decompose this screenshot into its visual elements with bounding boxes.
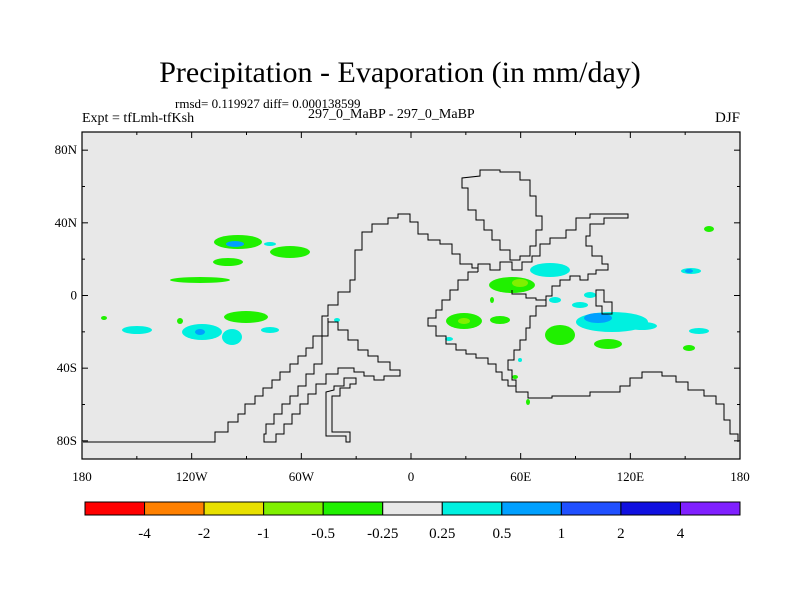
lon-tick-label: 180 [72, 469, 92, 484]
colorbar-swatch [382, 501, 443, 516]
anomaly-blob [270, 246, 310, 258]
anomaly-blob [261, 327, 279, 333]
coastlines [83, 169, 739, 443]
anomaly-blob [170, 277, 230, 283]
anomaly-blob [490, 297, 494, 303]
colorbar-label: 1 [558, 526, 566, 542]
colorbar-swatch [620, 501, 681, 516]
colorbar-label: -2 [198, 526, 211, 542]
anomaly-blob [122, 326, 152, 334]
stats-line: rmsd= 0.119927 diff= 0.000138599 [175, 96, 361, 111]
anomaly-blob [518, 358, 522, 362]
anomaly-blob [685, 269, 693, 273]
coastline-eurasia [477, 213, 629, 301]
anomaly-blob [195, 329, 205, 335]
lon-tick-label: 180 [730, 469, 750, 484]
colorbar-label: 2 [617, 526, 625, 542]
colorbar-label: -0.5 [311, 526, 335, 542]
lat-tick-label: 80N [55, 142, 78, 157]
anomaly-blob [584, 313, 612, 323]
longitude-axis: 180 120W 60W 0 60E 120E 180 [72, 132, 750, 484]
colorbar-swatch [322, 501, 384, 516]
coastline-antarctica [515, 371, 739, 442]
anomaly-blob [213, 258, 243, 266]
lat-tick-label: 0 [71, 288, 78, 303]
anomaly-blob [264, 242, 276, 246]
colorbar-swatch [501, 501, 562, 516]
colorbar-swatch [679, 501, 741, 516]
anomaly-blob [704, 226, 714, 232]
anomaly-blob [572, 302, 588, 308]
field-blobs [101, 226, 714, 405]
colorbar-swatch [84, 501, 146, 516]
lat-tick-label: 40S [57, 360, 77, 375]
lon-tick-label: 120W [176, 469, 209, 484]
colorbar: -4 -2 -1 -0.5 -0.25 0.25 0.5 1 2 4 [84, 501, 741, 542]
anomaly-blob [512, 279, 528, 287]
colorbar-label: 4 [677, 526, 685, 542]
anomaly-blob [458, 318, 470, 324]
anomaly-blob [226, 241, 244, 247]
anomaly-blob [222, 329, 242, 345]
colorbar-label: -4 [138, 526, 151, 542]
run-ids: 297_0_MaBP - 297_0_MaBP [308, 107, 475, 122]
anomaly-blob [177, 318, 183, 324]
anomaly-blob [549, 297, 561, 303]
coastline-southeast-asia [595, 289, 613, 315]
lon-tick-label: 60W [289, 469, 315, 484]
coastline-africa [427, 271, 547, 387]
lon-tick-label: 60E [510, 469, 531, 484]
anomaly-blob [584, 292, 596, 298]
colorbar-swatch [441, 501, 503, 516]
anomaly-blob [101, 316, 107, 320]
colorbar-swatch [203, 501, 265, 516]
anomaly-blob [683, 345, 695, 351]
coastline-americas [83, 213, 479, 443]
anomaly-blob [530, 263, 570, 277]
lon-tick-label: 0 [408, 469, 415, 484]
colorbar-label: -1 [257, 526, 270, 542]
anomaly-blob [627, 322, 657, 330]
anomaly-blob [689, 328, 709, 334]
anomaly-blob [512, 375, 518, 379]
colorbar-label: -0.25 [367, 526, 398, 542]
lat-tick-label: 80S [57, 433, 77, 448]
colorbar-label: 0.25 [429, 526, 455, 542]
main-title: Precipitation - Evaporation (in mm/day) [159, 56, 641, 89]
colorbar-swatch [263, 501, 324, 516]
colorbar-label: 0.5 [492, 526, 511, 542]
colorbar-swatch [560, 501, 622, 516]
map-background [82, 132, 740, 459]
anomaly-blob [224, 311, 268, 323]
anomaly-blob [545, 325, 575, 345]
season-label: DJF [714, 110, 740, 126]
anomaly-blob [445, 337, 453, 341]
latitude-axis: 80N 40N 0 40S 80S [55, 142, 740, 448]
experiment-label: Expt = tfLmh-tfKsh [82, 111, 195, 126]
coastline-south-america [263, 318, 401, 443]
anomaly-blob [526, 399, 530, 405]
anomaly-blob [334, 318, 340, 322]
colorbar-swatch [144, 501, 205, 516]
coastline-greenland [461, 169, 543, 261]
coastline-antarctic-peninsula [325, 377, 357, 443]
lat-tick-label: 40N [55, 215, 78, 230]
lon-tick-label: 120E [617, 469, 645, 484]
anomaly-blob [490, 316, 510, 324]
anomaly-blob [594, 339, 622, 349]
